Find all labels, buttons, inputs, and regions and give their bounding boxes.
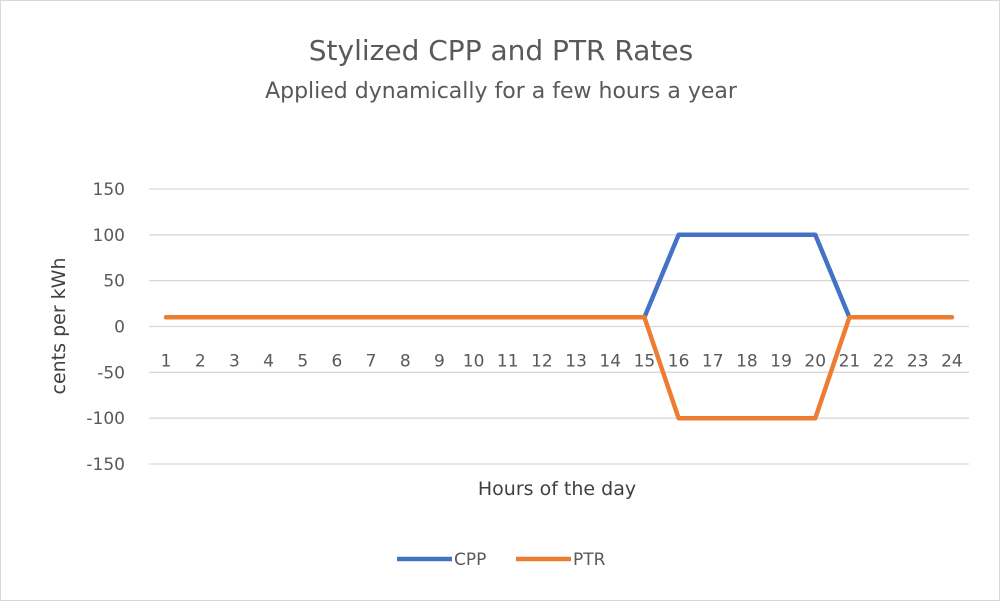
y-axis-ticks: 150 100 50 0 -50 -100 -150 <box>86 180 125 475</box>
legend: CPP PTR <box>397 550 606 570</box>
x-tick-label: 9 <box>434 352 445 372</box>
y-tick-label: -150 <box>86 455 125 475</box>
x-tick-label: 5 <box>297 352 308 372</box>
y-tick-label: 150 <box>93 180 125 200</box>
x-tick-label: 21 <box>839 352 861 372</box>
x-tick-label: 15 <box>634 352 656 372</box>
y-tick-label: 0 <box>114 318 125 338</box>
y-tick-label: -50 <box>97 363 125 383</box>
x-tick-label: 17 <box>702 352 724 372</box>
x-tick-label: 16 <box>668 352 690 372</box>
x-tick-label: 1 <box>161 352 172 372</box>
x-axis-title: Hours of the day <box>478 478 636 500</box>
x-tick-label: 18 <box>736 352 758 372</box>
x-tick-label: 8 <box>400 352 411 372</box>
y-tick-label: 100 <box>93 226 125 246</box>
chart-subtitle: Applied dynamically for a few hours a ye… <box>265 79 738 104</box>
legend-label-cpp: CPP <box>454 550 486 570</box>
series-line-ptr <box>163 315 955 421</box>
x-tick-label: 2 <box>195 352 206 372</box>
x-axis-ticks: 1 2 3 4 5 6 7 8 9 10 11 12 13 14 15 16 17 18 19 20 21 22 23 24 <box>161 352 963 372</box>
x-tick-label: 3 <box>229 352 240 372</box>
x-tick-label: 20 <box>804 352 826 372</box>
x-tick-label: 19 <box>770 352 792 372</box>
x-tick-label: 14 <box>599 352 621 372</box>
x-tick-label: 11 <box>497 352 519 372</box>
y-axis-title: cents per kWh <box>48 258 70 395</box>
y-tick-label: -100 <box>86 409 125 429</box>
x-tick-label: 22 <box>873 352 895 372</box>
x-tick-label: 6 <box>332 352 343 372</box>
x-tick-label: 4 <box>263 352 274 372</box>
legend-label-ptr: PTR <box>573 550 606 570</box>
series-lines <box>163 232 955 421</box>
x-tick-label: 7 <box>366 352 377 372</box>
x-tick-label: 10 <box>463 352 485 372</box>
x-tick-label: 12 <box>531 352 553 372</box>
x-tick-label: 13 <box>565 352 587 372</box>
x-tick-label: 23 <box>907 352 929 372</box>
series-line-cpp <box>163 232 955 320</box>
x-tick-label: 24 <box>941 352 963 372</box>
gridlines <box>149 188 969 465</box>
chart-title: Stylized CPP and PTR Rates <box>309 34 693 67</box>
y-tick-label: 50 <box>103 272 125 292</box>
